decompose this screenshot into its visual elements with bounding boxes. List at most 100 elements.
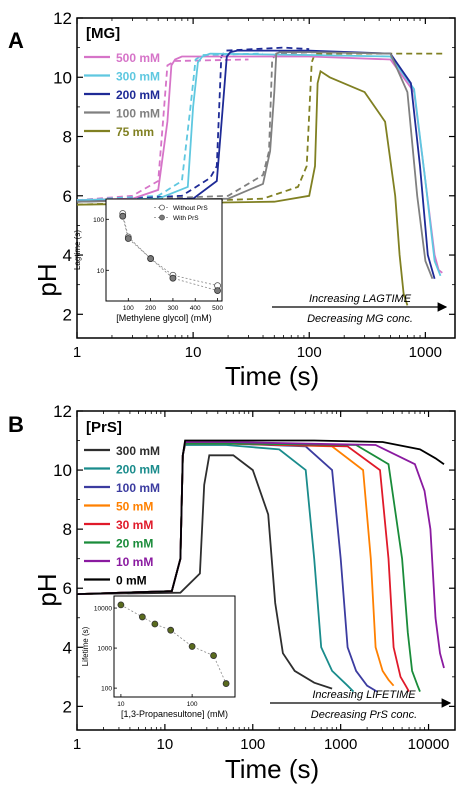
panel-0-y-tick-label: 2 [63,305,72,324]
panel-1-y-tick-label: 8 [63,520,72,539]
panel-0-y-tick-label: 6 [63,187,72,206]
panel-1-legend-label: 100 mM [116,481,160,495]
panel-0-x-tick-label: 1000 [409,344,442,361]
panel-0-series-line [76,52,442,277]
panel-0-inset-point [214,287,221,294]
panel-b-legend: [PrS] 300 mM 200 mM 100 mM 50 mM 30 mM 20 mM 1… [84,419,160,588]
panel-0-legend-label: 200 mM [116,88,160,102]
panel-0-legend-label: 500 mM [116,51,160,65]
panel-1-series-line [76,454,333,690]
panel-1-x-tick-label: 10000 [408,736,450,753]
panel-b-annotation-bottom: Decreasing PrS conc. [311,709,417,721]
panel-0-inset-legend-label: With PrS [173,215,199,222]
panel-0-inset-point [119,212,127,220]
panel-0-inset-legend-label: Without PrS [173,205,208,212]
panel-0-dashed-series-line [76,58,249,202]
panel-0-dashed-series-line [76,52,446,206]
panel-1-inset-ylabel: Lifetime (s) [81,626,90,666]
panel-1-inset-x-tick-label: 100 [187,701,198,708]
panel-0-x-tick-label: 10 [185,344,202,361]
panel-1-legend-label: 300 mM [116,444,160,458]
panel-0-inset-x-tick-label: 200 [145,305,156,312]
panel-0-dashed-series-line [76,51,319,203]
panel-a-inset: 100 200 300 400 500 10 100 Lagtime (s) [Methylen… [73,198,223,323]
panel-0-inset-point [147,255,155,262]
panel-1-y-tick-label: 6 [63,579,72,598]
panel-0-inset-y-tick-label: 10 [97,268,105,275]
panel-b-label: B [8,412,24,437]
panel-1-x-tick-label: 100 [240,736,265,753]
panel-a-legend: [MG] 500 mM 300 mM 200 mM 100 mM 75 mm [84,25,160,139]
panel-1-inset-x-tick-label: 10 [117,701,125,708]
panel-1-inset-frame [113,595,236,698]
panel-a-plot: 1 10 100 1000 2 4 6 8 10 12 [53,9,456,361]
panel-1-y-tick-label: 2 [63,697,72,716]
panel-b-xlabel: Time (s) [225,754,319,784]
panel-1-inset-point [210,652,217,659]
panel-1-inset-point [138,613,146,621]
panel-1-series-line [76,439,445,595]
panel-1-inset-y-tick-label: 1000 [98,646,113,653]
panel-0-inset-series-line [122,213,218,286]
panel-0-dashed-series-line [76,52,264,202]
panel-1-x-tick-label: 1000 [324,736,357,753]
panel-0-legend-label: 300 mM [116,70,160,84]
panel-a-ylabel: pH [32,263,62,296]
panel-1-plot-frame [76,410,456,731]
panel-1-x-tick-label: 10 [157,736,174,753]
panel-0-inset-x-tick-label: 100 [123,305,134,312]
panel-b-annotation-top: Increasing LIFETIME [312,689,416,701]
panel-a-annotation: Increasing LAGTIME Decreasing MG conc. [272,293,448,325]
panel-1-inset-point [151,620,159,628]
panel-0-x-tick-label: 1 [73,344,81,361]
panel-1-y-tick-label: 12 [53,402,72,421]
panel-0-plot-frame [76,17,456,339]
panel-0-y-tick-label: 4 [63,246,72,265]
panel-a-annotation-bottom: Decreasing MG conc. [307,313,413,325]
panel-0-inset-point [169,274,177,282]
panel-0-inset-ylabel: Lagtime (s) [73,230,82,270]
panel-0-inset-x-tick-label: 400 [190,305,201,312]
panel-0-series-line [76,49,436,279]
panel-1-inset-point [167,626,175,634]
panel-1-legend-label: 20 mM [116,537,153,551]
panel-a-xlabel: Time (s) [225,361,319,391]
panel-0-legend-label: 100 mM [116,107,160,121]
panel-0-y-tick-label: 12 [53,9,72,28]
panel-a: A pH Time (s) 1 10 100 1000 2 4 6 8 10 12 [MG] 50… [8,9,456,391]
panel-1-inset-xlabel: [1,3-Propanesultone] (mM) [121,709,228,719]
panel-1-y-tick-label: 10 [53,461,72,480]
panel-0-y-tick-label: 8 [63,128,72,147]
panel-0-inset-xlabel: [Methylene glycol] (mM) [116,313,212,323]
panel-0-dashed-series-line [76,46,310,203]
panel-1-legend-label: 50 mM [116,500,153,514]
panel-b-annotation: Increasing LIFETIME Decreasing PrS conc. [270,689,452,721]
panel-0-y-tick-label: 10 [53,68,72,87]
panel-1-inset-point [222,680,230,687]
panel-1-legend-label: 200 mM [116,463,160,477]
panel-0-inset-legend-marker [159,204,165,211]
panel-0-series-line [76,51,434,280]
panel-0-inset-point [124,235,132,242]
panel-a-annotation-top: Increasing LAGTIME [309,293,412,305]
panel-0-legend-label: 75 mm [116,125,154,139]
panel-0-x-tick-label: 100 [297,344,322,361]
panel-0-series-line [76,69,409,306]
panel-1-legend-label: 0 mM [116,574,147,588]
panel-1-inset-y-tick-label: 100 [101,686,112,693]
panel-0-inset-x-tick-label: 500 [212,305,223,312]
panel-1-inset-point [188,643,196,650]
panel-1-x-tick-label: 1 [73,736,81,753]
panel-1-legend-label: 10 mM [116,555,153,569]
panel-b-inset: 10 100 100 1000 10000 Lifetime (s) [1,3-Propan… [81,595,236,719]
panel-a-label: A [8,28,24,53]
panel-1-legend-label: 30 mM [116,518,153,532]
panel-b-ylabel: pH [32,573,62,606]
panel-1-inset-point [117,601,125,609]
panel-1-y-tick-label: 4 [63,638,72,657]
panel-0-inset-x-tick-label: 300 [167,305,178,312]
panel-1-inset-y-tick-label: 10000 [94,606,112,613]
panel-b-legend-title: [PrS] [86,419,122,436]
panel-b: B pH Time (s) 1 10 100 1000 10000 2 4 6 8 10 12 [P… [8,402,456,784]
